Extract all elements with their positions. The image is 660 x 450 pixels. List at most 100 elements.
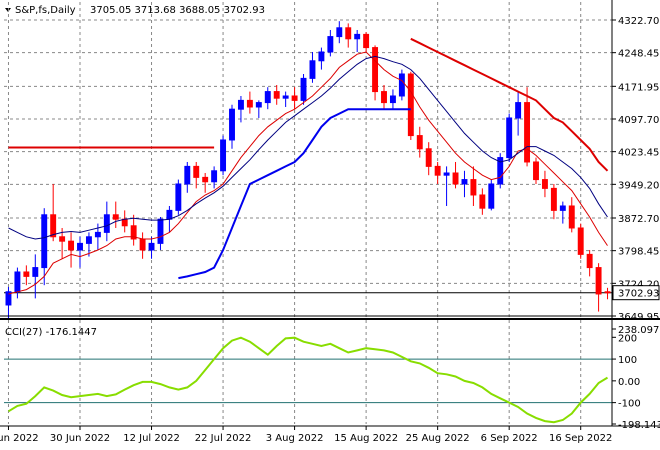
candle-body bbox=[345, 27, 352, 40]
candle-body bbox=[550, 187, 557, 211]
price-tick-label: 4322.70 bbox=[618, 16, 659, 27]
candle-body bbox=[184, 165, 191, 185]
cci-tick-label: 100 bbox=[618, 355, 637, 366]
candle-body bbox=[577, 227, 584, 255]
candle-body bbox=[559, 205, 566, 211]
cci-tick-label: -198.1438 bbox=[618, 420, 660, 431]
price-tick-label: 3798.45 bbox=[618, 247, 659, 258]
candle-body bbox=[568, 205, 575, 229]
candle-body bbox=[77, 242, 83, 251]
price-tick-label: 3949.20 bbox=[618, 180, 659, 191]
candle-body bbox=[452, 172, 459, 185]
candle-body bbox=[595, 267, 602, 295]
candle-body bbox=[103, 214, 110, 233]
price-tick-label: 3724.20 bbox=[618, 279, 659, 290]
candle-body bbox=[398, 73, 405, 97]
chart-header: S&P,fs,Daily 3705.05 3713.68 3688.05 370… bbox=[5, 5, 265, 16]
candle-body bbox=[354, 33, 361, 40]
candle-body bbox=[211, 170, 218, 183]
candle-body bbox=[85, 236, 92, 244]
ma_slow-line bbox=[8, 55, 608, 240]
candle-body bbox=[193, 165, 200, 178]
stop_blue-line bbox=[178, 108, 411, 280]
cci-tick-label: 238.0978 bbox=[618, 325, 660, 336]
date-label: 20 Jun 2022 bbox=[0, 433, 39, 444]
candle-body bbox=[273, 91, 280, 99]
candle-body bbox=[157, 218, 164, 244]
candle-body bbox=[175, 183, 182, 211]
price-tick-label: 4097.70 bbox=[618, 115, 659, 126]
candle-body bbox=[14, 271, 21, 293]
price-tick-label: 4171.95 bbox=[618, 82, 659, 93]
candle-body bbox=[68, 240, 75, 251]
candle-body bbox=[443, 172, 450, 176]
candle-body bbox=[202, 176, 209, 183]
candle-body bbox=[220, 139, 227, 172]
candle-body bbox=[166, 209, 173, 220]
candle-body bbox=[50, 214, 57, 238]
candle-body bbox=[586, 253, 593, 269]
date-label: 15 Aug 2022 bbox=[334, 433, 398, 444]
date-label: 22 Jul 2022 bbox=[195, 433, 252, 444]
cci-label: CCI(27) -176.1447 bbox=[5, 327, 97, 338]
cci-line bbox=[7, 336, 609, 424]
candle-body bbox=[318, 51, 325, 62]
candle-body bbox=[533, 161, 539, 181]
cci-plot bbox=[4, 336, 612, 424]
candle-body bbox=[515, 102, 522, 119]
candle-body bbox=[479, 194, 486, 209]
cci-tick-label: 200 bbox=[618, 333, 637, 344]
candle-body bbox=[434, 165, 441, 176]
ohlc-values: 3705.05 3713.68 3688.05 3702.93 bbox=[90, 5, 265, 16]
price-plot bbox=[4, 21, 612, 319]
cci-tick-label: 0.00 bbox=[618, 377, 640, 388]
candle-body bbox=[255, 102, 262, 108]
candle-body bbox=[363, 33, 370, 49]
candle-body bbox=[41, 214, 48, 269]
candle-body bbox=[112, 214, 119, 220]
date-label: 30 Jun 2022 bbox=[50, 433, 110, 444]
candle-body bbox=[461, 179, 468, 185]
price-tick-label: 3649.95 bbox=[618, 312, 659, 323]
candle-body bbox=[524, 102, 531, 163]
candle-body bbox=[425, 148, 432, 167]
candle-body bbox=[291, 95, 298, 101]
date-label: 16 Sep 2022 bbox=[549, 433, 612, 444]
candle-body bbox=[237, 99, 244, 110]
candle-body bbox=[246, 99, 253, 108]
candle-body bbox=[327, 36, 334, 53]
symbol-label: S&P,fs,Daily bbox=[15, 5, 76, 16]
candle-body bbox=[32, 267, 39, 277]
candle-body bbox=[372, 47, 379, 93]
candle-body bbox=[23, 271, 30, 277]
candle-body bbox=[5, 291, 12, 306]
candle-body bbox=[416, 135, 423, 150]
last-price-label: 3702.93 bbox=[618, 289, 659, 300]
date-label: 12 Jul 2022 bbox=[123, 433, 180, 444]
candle-body bbox=[381, 91, 387, 104]
candle-body bbox=[264, 91, 271, 104]
candle-body bbox=[336, 27, 343, 38]
candle-body bbox=[470, 179, 477, 196]
candle-body bbox=[488, 183, 495, 209]
candle-body bbox=[407, 73, 414, 137]
candle-body bbox=[541, 179, 548, 189]
candle-body bbox=[389, 95, 396, 104]
price-tick-label: 4023.45 bbox=[618, 148, 659, 159]
candle-body bbox=[604, 291, 611, 294]
candle-body bbox=[506, 117, 513, 159]
candle-body bbox=[130, 225, 137, 240]
candle-body bbox=[497, 157, 504, 185]
date-label: 3 Aug 2022 bbox=[266, 433, 324, 444]
candle-body bbox=[121, 218, 128, 227]
candle-body bbox=[139, 238, 146, 251]
candle-body bbox=[282, 95, 289, 99]
candle-body bbox=[148, 242, 155, 251]
candle-body bbox=[59, 236, 66, 242]
last-price-box bbox=[612, 285, 660, 301]
price-tick-label: 4248.45 bbox=[618, 49, 659, 60]
cci-tick-label: -100 bbox=[618, 399, 641, 410]
